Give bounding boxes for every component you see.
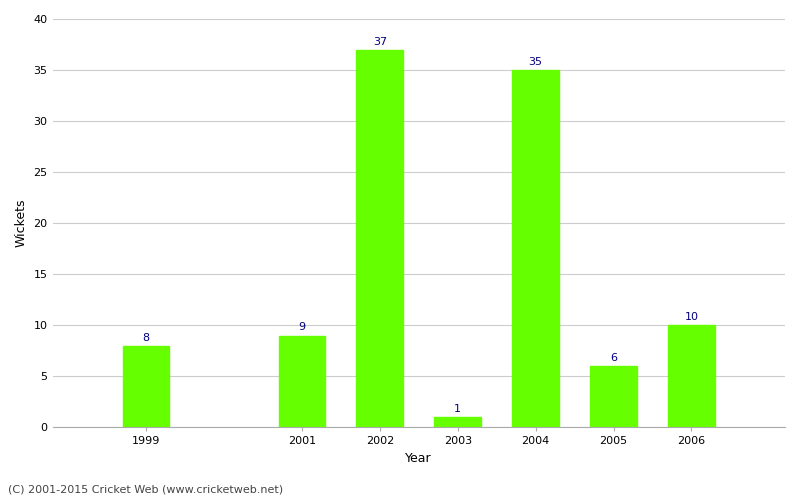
Y-axis label: Wickets: Wickets — [15, 199, 28, 248]
Text: 9: 9 — [298, 322, 306, 332]
Text: 37: 37 — [373, 36, 387, 46]
Text: 35: 35 — [529, 57, 542, 67]
X-axis label: Year: Year — [406, 452, 432, 465]
Bar — [668, 326, 715, 428]
Bar — [590, 366, 637, 428]
Bar — [512, 70, 559, 428]
Bar — [434, 417, 481, 428]
Text: 8: 8 — [142, 332, 150, 342]
Bar — [278, 336, 326, 428]
Text: 10: 10 — [685, 312, 698, 322]
Bar — [357, 50, 403, 428]
Bar — [122, 346, 170, 428]
Text: 6: 6 — [610, 353, 617, 363]
Text: 1: 1 — [454, 404, 462, 414]
Text: (C) 2001-2015 Cricket Web (www.cricketweb.net): (C) 2001-2015 Cricket Web (www.cricketwe… — [8, 485, 283, 495]
